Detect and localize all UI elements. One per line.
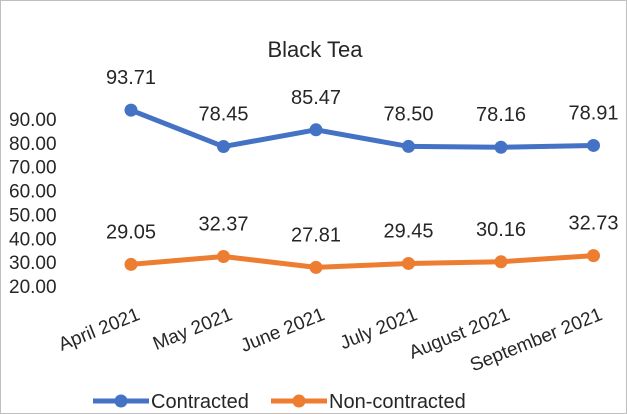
y-tick-label: 80.00 (9, 134, 57, 155)
data-label: 78.91 (568, 102, 618, 124)
series-line-contracted (128, 107, 596, 150)
legend-marker (292, 394, 306, 408)
y-tick-label: 40.00 (9, 229, 57, 250)
x-tick-label: April 2021 (56, 304, 143, 356)
data-label: 85.47 (291, 87, 341, 109)
y-tick-label: 70.00 (9, 158, 57, 179)
data-point (217, 140, 230, 154)
data-point (124, 257, 138, 271)
data-label: 93.71 (106, 67, 156, 89)
data-label: 29.45 (383, 220, 433, 242)
data-point (494, 255, 508, 269)
data-label: 78.45 (198, 104, 248, 126)
data-point (402, 256, 415, 270)
data-point (124, 103, 138, 117)
data-label: 30.16 (476, 219, 526, 241)
data-label: 78.16 (476, 104, 526, 126)
x-tick-label: May 2021 (150, 304, 235, 355)
data-label: 32.73 (568, 213, 618, 235)
chart-title: Black Tea (268, 37, 364, 62)
legend-label: Contracted (151, 391, 249, 413)
legend: Contracted Non-contracted (93, 391, 466, 413)
data-point (402, 139, 415, 153)
x-tick-label: June 2021 (238, 304, 328, 357)
data-label: 32.37 (198, 213, 248, 235)
y-tick-label: 50.00 (9, 205, 57, 226)
data-point (587, 138, 600, 152)
y-tick-label: 20.00 (9, 277, 57, 298)
y-tick-label: 30.00 (9, 253, 57, 274)
data-label: 27.81 (291, 224, 341, 246)
y-tick-label: 60.00 (9, 182, 57, 203)
x-axis: April 2021 May 2021 June 2021 July 2021Augu… (56, 304, 606, 376)
data-point (309, 260, 323, 274)
data-point (587, 249, 600, 263)
legend-marker (114, 394, 128, 408)
data-label: 78.50 (383, 103, 433, 125)
data-label: 29.05 (106, 221, 156, 243)
data-point (309, 123, 323, 137)
data-point (494, 140, 508, 154)
data-point (217, 249, 230, 263)
y-tick-label: 90.00 (9, 110, 57, 131)
legend-label: Non-contracted (329, 391, 466, 413)
series-layer: 93.71 78.45 85.47 78.50 78.16 78.91 29.05 32.37… (106, 67, 619, 274)
series-line-non-contracted (128, 253, 596, 270)
